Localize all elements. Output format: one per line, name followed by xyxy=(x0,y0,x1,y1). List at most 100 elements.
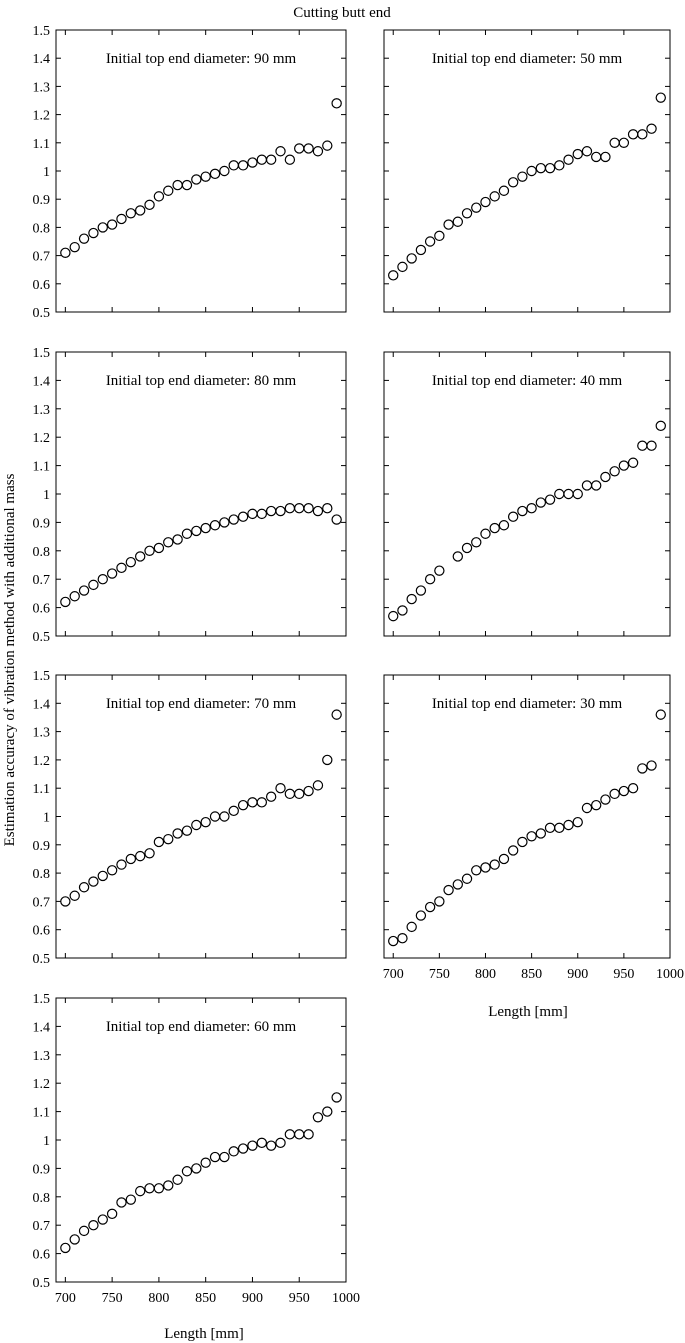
y-tick-label: 0.9 xyxy=(33,839,51,854)
data-point xyxy=(172,828,183,839)
data-point xyxy=(144,545,155,557)
data-point xyxy=(637,440,648,451)
data-point xyxy=(303,785,314,797)
data-point xyxy=(69,890,80,901)
y-tick-label: 0.9 xyxy=(33,193,51,208)
data-point xyxy=(284,154,296,165)
x-tick-label: 950 xyxy=(289,1291,310,1306)
data-point xyxy=(424,236,436,247)
data-point xyxy=(153,191,165,202)
data-point xyxy=(563,819,574,831)
data-point xyxy=(125,853,137,865)
data-point xyxy=(303,143,314,154)
y-tick-label: 1.1 xyxy=(33,1106,51,1121)
data-point xyxy=(78,233,90,244)
x-tick-label: 900 xyxy=(567,967,588,982)
y-tick-label: 1.5 xyxy=(33,346,51,361)
data-point xyxy=(452,551,464,562)
panel-label: Initial top end diameter: 80 mm xyxy=(106,373,297,389)
data-point xyxy=(388,935,399,947)
data-point xyxy=(275,146,286,157)
data-point xyxy=(581,802,593,814)
x-tick-label: 700 xyxy=(383,967,404,982)
y-tick-label: 0.8 xyxy=(33,545,51,560)
y-tick-label: 0.7 xyxy=(33,250,51,265)
data-point xyxy=(507,511,519,522)
data-point xyxy=(627,783,639,794)
y-tick-label: 0.8 xyxy=(33,1191,51,1206)
data-point xyxy=(489,191,500,202)
data-point xyxy=(191,525,202,537)
data-point xyxy=(554,160,565,171)
data-point xyxy=(181,825,193,836)
data-point xyxy=(489,859,500,870)
data-point xyxy=(209,520,221,531)
data-point xyxy=(200,816,211,828)
data-point xyxy=(312,146,324,157)
y-tick-label: 0.7 xyxy=(33,895,51,910)
data-point xyxy=(153,542,165,554)
figure-title: Cutting butt end xyxy=(293,5,391,21)
data-point xyxy=(498,520,510,531)
data-point xyxy=(237,799,249,811)
y-tick-label: 1.4 xyxy=(33,1020,51,1035)
data-point xyxy=(544,822,556,834)
data-point xyxy=(294,1129,305,1140)
data-point xyxy=(452,216,464,227)
data-point xyxy=(209,1151,221,1163)
data-point xyxy=(322,1106,333,1117)
y-tick-label: 0.5 xyxy=(33,1276,51,1291)
data-point xyxy=(535,497,547,508)
data-point xyxy=(627,457,639,468)
data-point xyxy=(60,596,71,608)
data-point xyxy=(125,556,137,568)
data-point xyxy=(134,1185,146,1197)
data-point xyxy=(461,208,473,219)
data-point xyxy=(489,522,500,534)
data-point xyxy=(526,165,537,177)
data-point xyxy=(331,98,342,109)
data-point xyxy=(88,579,99,591)
x-tick-label: 1000 xyxy=(656,967,684,982)
data-point xyxy=(144,199,155,211)
y-tick-label: 1.4 xyxy=(33,52,51,67)
plot-frame xyxy=(55,351,347,637)
data-point xyxy=(618,460,630,471)
data-point xyxy=(265,505,277,517)
x-tick-label: 750 xyxy=(102,1291,123,1306)
data-point xyxy=(97,222,108,233)
y-tick-label: 1.3 xyxy=(33,80,51,95)
data-point xyxy=(388,610,399,622)
data-point xyxy=(247,157,258,168)
data-point xyxy=(637,129,648,140)
data-point xyxy=(97,574,108,585)
data-point xyxy=(78,1225,90,1237)
data-point xyxy=(69,591,80,602)
data-point xyxy=(581,480,593,491)
data-point xyxy=(646,123,657,134)
data-point xyxy=(434,565,445,576)
data-point xyxy=(434,896,445,907)
data-point xyxy=(265,154,277,165)
y-tick-label: 1.5 xyxy=(33,669,51,684)
data-point xyxy=(572,148,583,160)
x-tick-label: 1000 xyxy=(332,1291,360,1306)
plot-frame xyxy=(55,674,347,959)
data-point xyxy=(284,1129,296,1140)
data-point xyxy=(461,542,473,554)
y-tick-label: 1.2 xyxy=(33,754,51,769)
data-point xyxy=(507,845,519,856)
data-point xyxy=(265,1140,277,1151)
data-point xyxy=(125,1194,137,1205)
data-point xyxy=(590,480,602,491)
x-axis-label-left: Length [mm] xyxy=(164,1326,244,1342)
panel-label: Initial top end diameter: 30 mm xyxy=(432,696,623,712)
data-point xyxy=(406,253,417,264)
y-tick-label: 1.5 xyxy=(33,24,51,39)
data-point xyxy=(294,143,305,154)
chart-panel-7: 0.5 0.6 0.7 0.8 0.9 1 1.1 1.2 1.3 1.4 1.5 700 750 800… xyxy=(33,992,361,1306)
y-tick-label: 0.7 xyxy=(33,1219,51,1234)
data-point xyxy=(209,811,221,822)
data-point xyxy=(312,1112,324,1123)
data-point xyxy=(637,763,648,774)
